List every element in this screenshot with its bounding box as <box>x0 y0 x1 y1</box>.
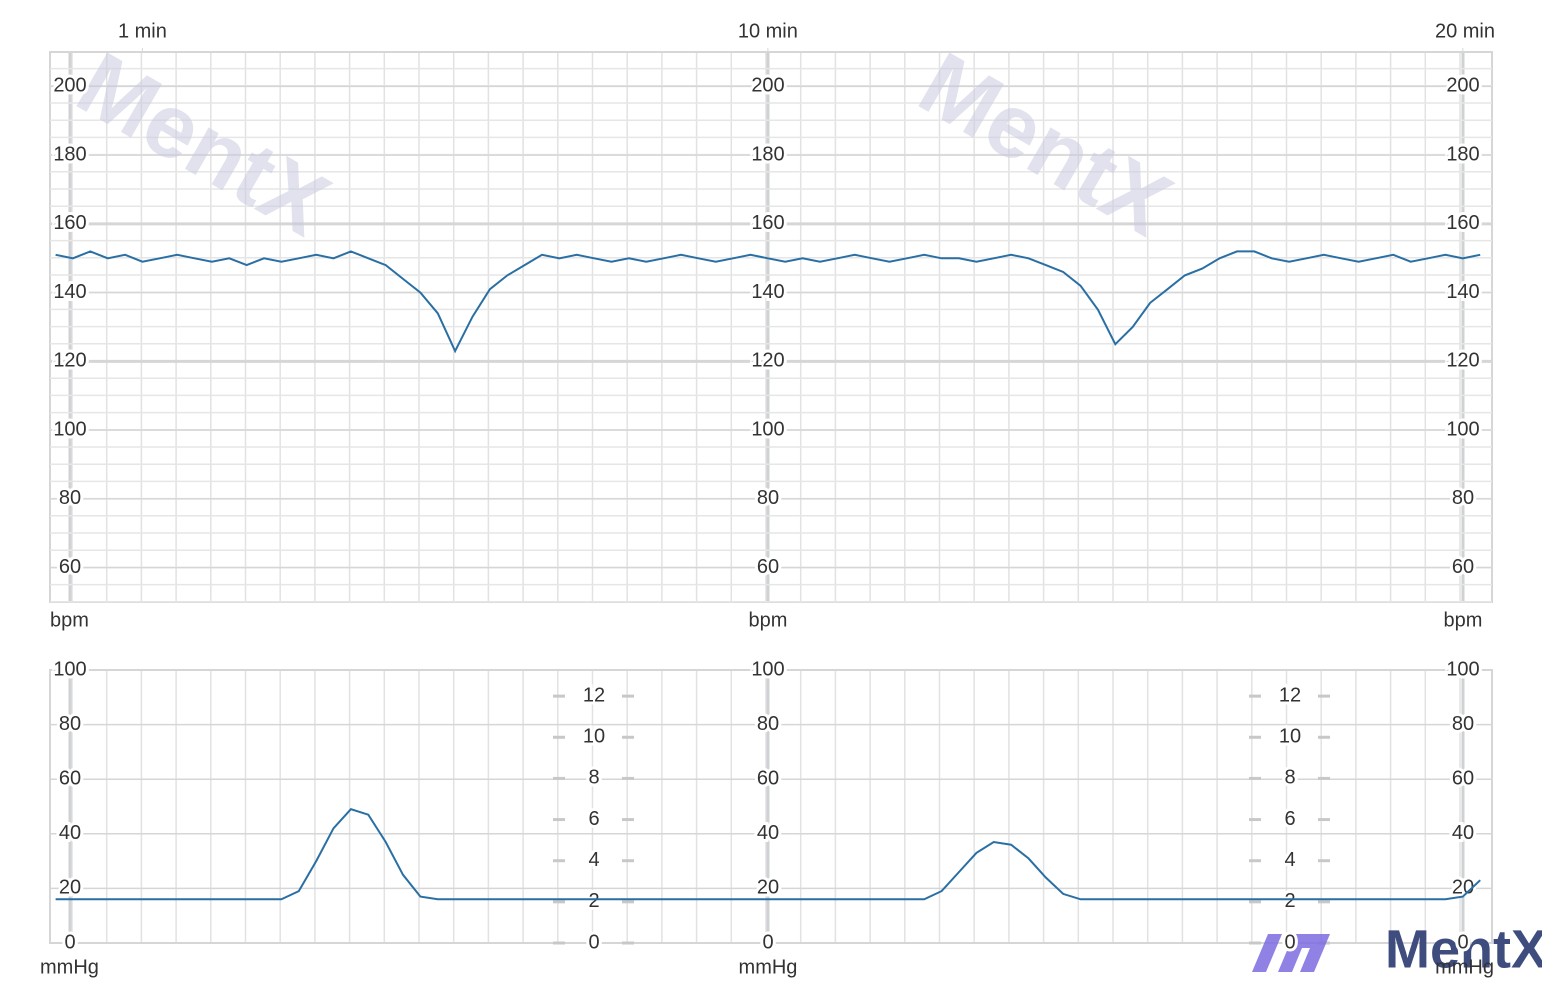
watermark: MentX <box>61 34 345 256</box>
y-tick-label: 80 <box>757 487 779 509</box>
y2-tick-label: 6 <box>1284 808 1295 830</box>
y2-tick-label: 8 <box>588 767 599 789</box>
y-tick-label: 80 <box>1452 713 1474 735</box>
y-tick-label: 60 <box>59 767 81 789</box>
y-tick-label: 160 <box>1446 212 1479 234</box>
y-tick-label: 40 <box>59 822 81 844</box>
y2-tick-label: 12 <box>1279 684 1301 706</box>
y-tick-label: 80 <box>59 487 81 509</box>
y-tick-label: 200 <box>53 75 86 97</box>
y2-tick-label: 8 <box>1284 767 1295 789</box>
y-tick-label: 60 <box>59 556 81 578</box>
y-tick-label: 60 <box>757 767 779 789</box>
y2-tick-label: 2 <box>588 890 599 912</box>
y-tick-label: 180 <box>751 143 784 165</box>
y-tick-label: 200 <box>751 75 784 97</box>
y-tick-label: 60 <box>1452 556 1474 578</box>
y-tick-label: 140 <box>53 281 86 303</box>
y-tick-label: 40 <box>1452 822 1474 844</box>
y-tick-label: 80 <box>757 713 779 735</box>
y2-tick-label: 10 <box>1279 726 1301 748</box>
y2-tick-label: 2 <box>1284 890 1295 912</box>
y2-tick-label: 4 <box>1284 849 1295 871</box>
y-tick-label: 180 <box>53 143 86 165</box>
x-tick-label: 20 min <box>1435 20 1495 42</box>
x-tick-label: 1 min <box>118 20 167 42</box>
trace <box>55 808 1481 901</box>
y2-tick-label: 0 <box>588 931 599 953</box>
y-tick-label: 160 <box>53 212 86 234</box>
y-unit: mmHg <box>1435 956 1494 978</box>
logo-icon <box>1252 934 1330 972</box>
background <box>49 48 1493 945</box>
y-tick-label: 20 <box>59 877 81 899</box>
y-tick-label: 160 <box>751 212 784 234</box>
watermark: MentX <box>903 34 1187 256</box>
y-unit: bpm <box>50 609 89 631</box>
y-tick-label: 60 <box>757 556 779 578</box>
y-unit: bpm <box>749 609 788 631</box>
y-tick-label: 100 <box>751 658 784 680</box>
panel-frame <box>49 669 1493 944</box>
y-tick-label: 100 <box>751 418 784 440</box>
y-tick-label: 0 <box>1457 931 1468 953</box>
logo: MentX <box>1385 919 1542 979</box>
y-tick-label: 0 <box>64 931 75 953</box>
y-tick-label: 100 <box>53 658 86 680</box>
y2-tick-label: 4 <box>588 849 599 871</box>
y2-tick-label: 0 <box>1284 931 1295 953</box>
y-tick-label: 80 <box>59 713 81 735</box>
y-unit: mmHg <box>40 956 99 978</box>
y-tick-label: 0 <box>762 931 773 953</box>
trace <box>55 250 1481 354</box>
y-tick-label: 80 <box>1452 487 1474 509</box>
y-tick-label: 120 <box>53 350 86 372</box>
y2-tick-label: 12 <box>583 684 605 706</box>
y-tick-label: 20 <box>757 877 779 899</box>
y-tick-label: 180 <box>1446 143 1479 165</box>
y-unit: bpm <box>1444 609 1483 631</box>
y-tick-label: 140 <box>751 281 784 303</box>
y-tick-label: 140 <box>1446 281 1479 303</box>
y-tick-label: 100 <box>53 418 86 440</box>
y-tick-label: 120 <box>751 350 784 372</box>
x-tick-label: 10 min <box>738 20 798 42</box>
y-tick-label: 60 <box>1452 767 1474 789</box>
y-tick-label: 40 <box>757 822 779 844</box>
y-tick-label: 100 <box>1446 418 1479 440</box>
y2-tick-label: 10 <box>583 726 605 748</box>
y-unit: mmHg <box>739 956 798 978</box>
y2-tick-label: 6 <box>588 808 599 830</box>
y-tick-label: 100 <box>1446 658 1479 680</box>
y-tick-label: 200 <box>1446 75 1479 97</box>
y-tick-label: 120 <box>1446 350 1479 372</box>
